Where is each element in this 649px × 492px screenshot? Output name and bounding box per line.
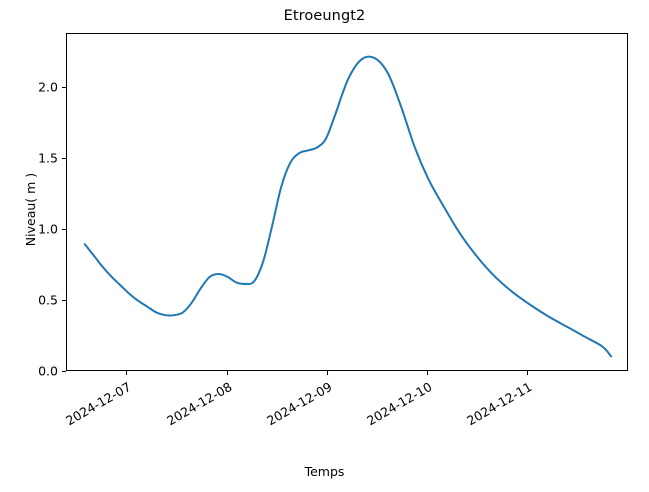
y-tick-mark-3 [62,158,66,159]
series-line-niveau [83,55,613,358]
x-axis-label: Temps [304,464,345,479]
y-tick-label-0: 0.0 [38,363,58,379]
y-tick-mark-1 [62,300,66,301]
x-tick-mark-4 [527,371,528,375]
y-tick-mark-0 [62,371,66,372]
y-tick-mark-2 [62,229,66,230]
y-tick-label-2: 1.0 [38,221,58,237]
x-tick-mark-2 [327,371,328,375]
y-tick-label-4: 2.0 [38,79,58,95]
y-tick-mark-4 [62,87,66,88]
chart-title: Etroeungt2 [283,8,366,24]
y-tick-label-3: 1.5 [38,150,58,166]
y-tick-label-1: 0.5 [38,292,58,308]
x-tick-mark-0 [126,371,127,375]
x-tick-mark-1 [227,371,228,375]
line-chart-svg [83,55,613,358]
x-tick-mark-3 [427,371,428,375]
plot-area [66,33,628,371]
